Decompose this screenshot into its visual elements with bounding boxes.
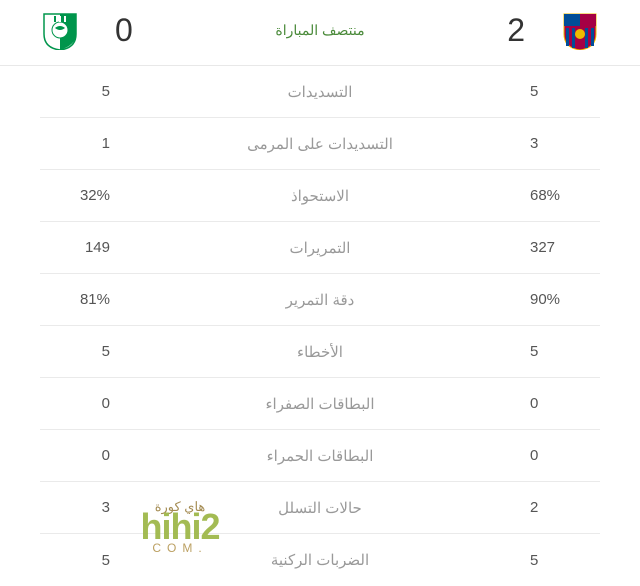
stat-home-value: 3 [530,135,600,152]
home-crest-icon [560,10,600,50]
stat-label: الضربات الركنية [110,551,530,569]
stat-away-value: 32% [40,187,110,204]
away-score: 0 [115,12,133,49]
stat-home-value: 0 [530,395,600,412]
stats-table: 5 التسديدات 5 3 التسديدات على المرمى 1 6… [0,66,640,586]
match-status-label: منتصف المباراة [275,22,364,39]
stat-away-value: 0 [40,447,110,464]
stat-label: التسديدات [110,83,530,101]
stat-row: 5 الأخطاء 5 [40,326,600,378]
home-team-group: 2 [507,10,600,50]
stat-row: 90% دقة التمرير 81% [40,274,600,326]
stat-label: التسديدات على المرمى [110,135,530,153]
stat-away-value: 81% [40,291,110,308]
stat-label: الأخطاء [110,343,530,361]
stat-home-value: 327 [530,239,600,256]
stat-row: 2 حالات التسلل 3 [40,482,600,534]
stat-row: 5 الضربات الركنية 5 [40,534,600,586]
away-team-group: 0 [40,10,133,50]
stat-away-value: 5 [40,552,110,569]
match-header: 2 منتصف المباراة 0 [0,0,640,66]
stat-home-value: 68% [530,187,600,204]
stat-home-value: 5 [530,343,600,360]
stat-row: 68% الاستحواذ 32% [40,170,600,222]
stat-away-value: 0 [40,395,110,412]
stat-away-value: 3 [40,499,110,516]
stat-away-value: 5 [40,343,110,360]
stat-label: الاستحواذ [110,187,530,205]
stat-home-value: 0 [530,447,600,464]
stat-away-value: 149 [40,239,110,256]
stat-away-value: 5 [40,83,110,100]
stat-away-value: 1 [40,135,110,152]
stat-row: 0 البطاقات الحمراء 0 [40,430,600,482]
stat-label: البطاقات الصفراء [110,395,530,413]
home-score: 2 [507,12,525,49]
away-crest-icon [40,10,80,50]
stat-home-value: 2 [530,499,600,516]
stat-row: 5 التسديدات 5 [40,66,600,118]
stat-label: التمريرات [110,239,530,257]
stat-row: 3 التسديدات على المرمى 1 [40,118,600,170]
stat-row: 0 البطاقات الصفراء 0 [40,378,600,430]
stat-home-value: 5 [530,552,600,569]
stat-label: البطاقات الحمراء [110,447,530,465]
stat-home-value: 5 [530,83,600,100]
stat-row: 327 التمريرات 149 [40,222,600,274]
stat-label: دقة التمرير [110,291,530,309]
stat-label: حالات التسلل [110,499,530,517]
stat-home-value: 90% [530,291,600,308]
